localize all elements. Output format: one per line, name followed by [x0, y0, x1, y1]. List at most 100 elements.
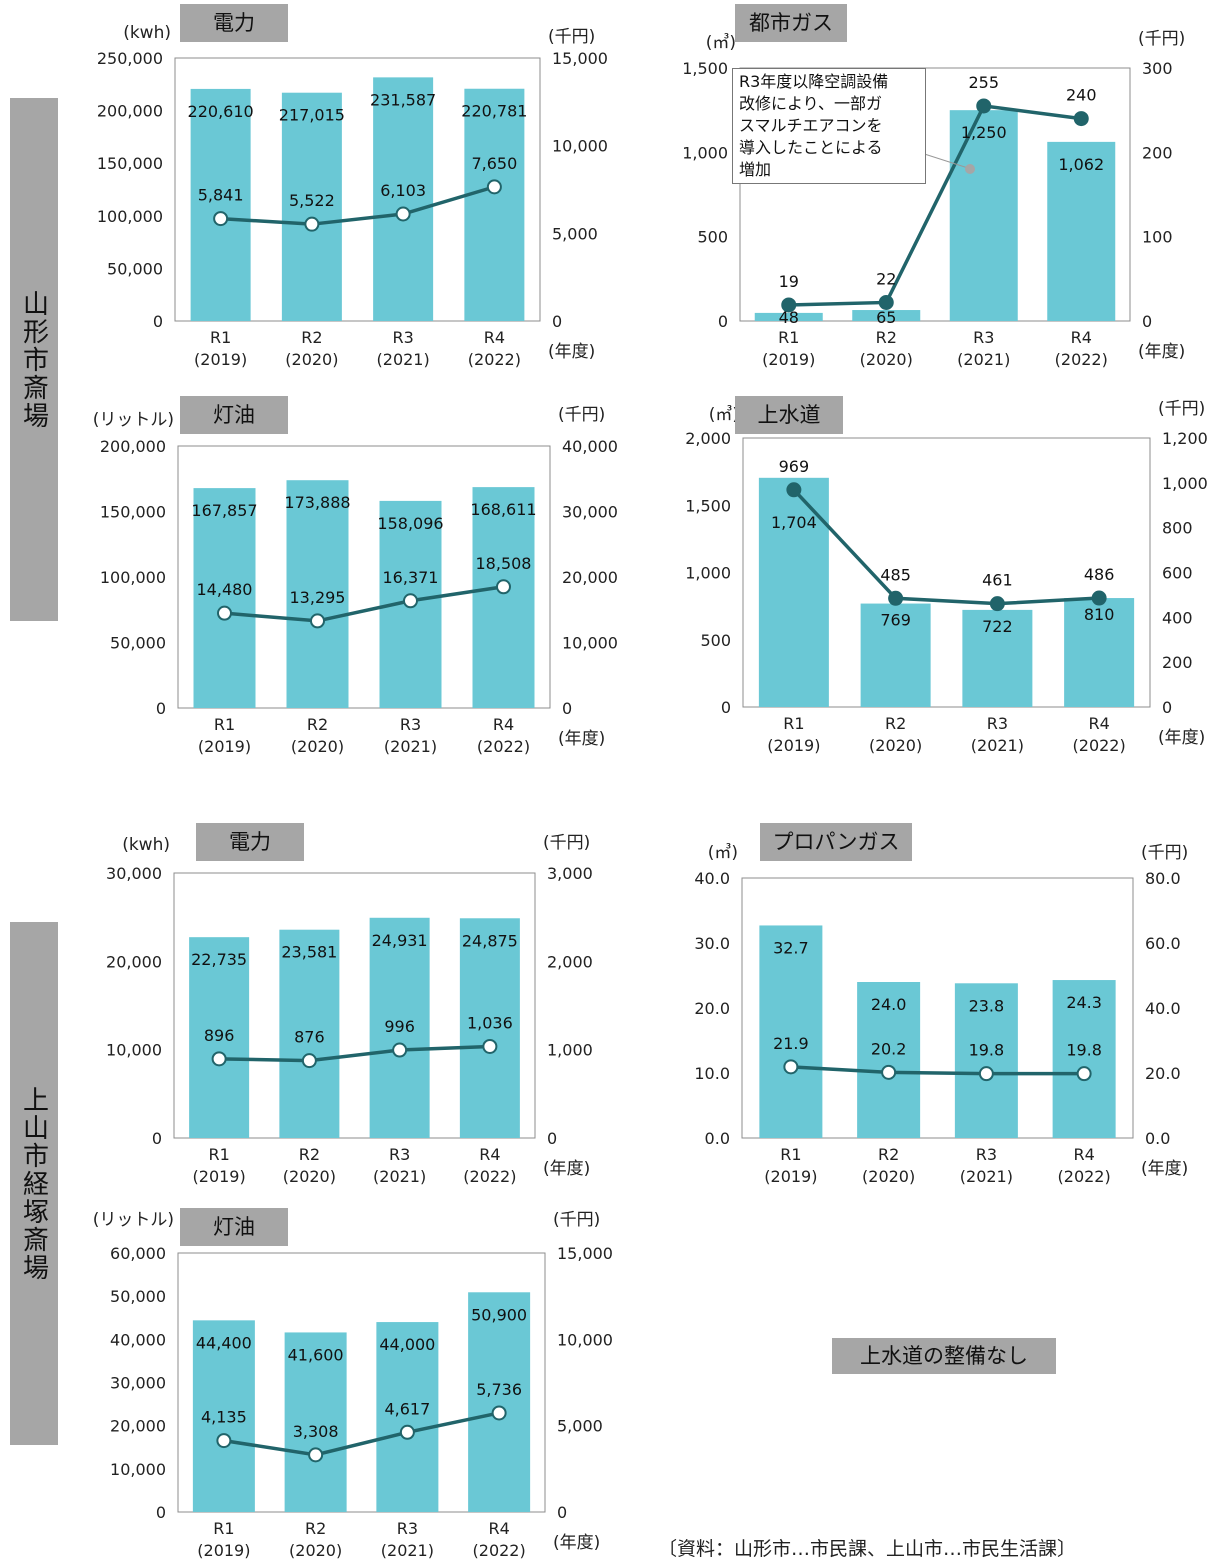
right-tick-label: 0	[1142, 312, 1152, 331]
bar	[279, 929, 340, 1138]
x-tick-year: (2019)	[767, 736, 820, 755]
x-tick-label: R3	[397, 1519, 418, 1538]
line-value-label: 18,508	[476, 554, 532, 573]
x-tick-label: R2	[301, 328, 322, 347]
x-tick-year: (2019)	[194, 350, 247, 369]
bar-value-label: 1,704	[771, 513, 817, 532]
line-point	[781, 297, 797, 313]
bar	[852, 310, 921, 321]
left-axis-unit: (kwh)	[122, 835, 170, 855]
bar	[857, 982, 921, 1138]
series-line	[224, 585, 504, 623]
x-tick-year: (2020)	[869, 736, 922, 755]
chart-kerosene-yamagata: 200,000 150,000 100,000 50,000 0 40,000 30,000…	[70, 390, 630, 770]
right-tick-label: 20.0	[1145, 1064, 1181, 1083]
line-point	[392, 1042, 408, 1058]
line-point	[888, 590, 904, 606]
bar-value-label: 41,600	[288, 1345, 344, 1364]
line-point	[213, 211, 229, 227]
line-point	[482, 1038, 498, 1054]
series-line	[220, 185, 495, 226]
line-point	[491, 1405, 507, 1421]
bar-value-label: 24.0	[871, 995, 907, 1014]
line-value-label: 13,295	[290, 588, 346, 607]
left-tick-label: 20.0	[694, 999, 730, 1018]
x-tick-label: R3	[389, 1145, 410, 1164]
chart-svg: 60,000 50,000 40,000 30,000 20,000 10,000 0 15,…	[93, 1210, 613, 1560]
x-axis-unit: (年度)	[543, 1159, 590, 1179]
series-line	[223, 1411, 500, 1457]
bar	[954, 983, 1018, 1138]
line-point	[881, 1064, 897, 1080]
line-value-label: 22	[876, 269, 896, 288]
right-tick-label: 1,000	[547, 1041, 593, 1060]
bar-value-label: 48	[779, 308, 799, 327]
x-tick-label: R1	[783, 714, 804, 733]
bar-value-label: 32.7	[773, 938, 809, 957]
line-value-label: 20.2	[871, 1039, 907, 1058]
right-tick-label: 5,000	[552, 224, 598, 243]
left-axis-unit: (㎥)	[706, 33, 736, 53]
left-axis-unit: (リットル)	[93, 1210, 174, 1230]
bar-value-label: 810	[1084, 605, 1115, 624]
right-tick-label: 2,000	[547, 952, 593, 971]
x-tick-year: (2022)	[473, 1541, 526, 1560]
x-tick-year: (2021)	[957, 350, 1010, 369]
x-tick-year: (2021)	[377, 350, 430, 369]
left-tick-label: 150,000	[97, 154, 163, 173]
left-tick-label: 40.0	[694, 869, 730, 888]
line-point	[310, 613, 325, 629]
right-axis-unit: (千円)	[553, 1210, 600, 1230]
left-tick-label: 0	[152, 1129, 162, 1148]
x-tick-label: R1	[780, 1145, 801, 1164]
x-axis-unit: (年度)	[548, 342, 595, 362]
bar-value-label: 220,781	[461, 102, 527, 121]
right-tick-label: 1,200	[1162, 429, 1208, 448]
annotation-line: R3年度以降空調設備	[739, 72, 889, 91]
x-tick-label: R1	[210, 328, 231, 347]
right-axis-unit: (千円)	[1141, 843, 1188, 863]
line-value-label: 1,036	[467, 1013, 513, 1032]
chart-title: 電力	[196, 823, 304, 861]
annotation-line: 導入したことによる	[739, 138, 883, 157]
right-tick-label: 30,000	[562, 503, 618, 522]
x-tick-year: (2019)	[198, 737, 251, 756]
right-tick-label: 60.0	[1145, 934, 1181, 953]
line-value-label: 19	[779, 272, 799, 291]
x-tick-year: (2020)	[285, 350, 338, 369]
plot-frame	[173, 872, 536, 1139]
x-tick-year: (2021)	[373, 1167, 426, 1186]
x-tick-year: (2019)	[197, 1541, 250, 1560]
left-tick-label: 0	[721, 698, 731, 717]
x-axis-unit: (年度)	[558, 729, 605, 749]
bar	[1052, 980, 1116, 1138]
left-axis-unit: (㎥)	[709, 405, 739, 425]
x-axis-unit: (年度)	[1141, 1159, 1188, 1179]
left-tick-label: 20,000	[110, 1417, 166, 1436]
left-tick-label: 0	[156, 1503, 166, 1522]
left-tick-label: 50,000	[110, 634, 166, 653]
x-tick-year: (2020)	[862, 1167, 915, 1186]
right-tick-label: 0	[1162, 698, 1172, 717]
bar	[459, 918, 520, 1138]
left-tick-label: 150,000	[100, 503, 166, 522]
chart-propane-kaminoyama: 40.0 30.0 20.0 10.0 0.0 80.0 60.0 40.0 20.0 0.0 (㎥…	[650, 820, 1220, 1200]
x-tick-label: R3	[976, 1145, 997, 1164]
line-point	[304, 216, 320, 232]
facility-label-kaminoyama: 上山市経塚斎場	[10, 922, 58, 1445]
x-tick-year: (2022)	[468, 350, 521, 369]
x-tick-label: R3	[392, 328, 413, 347]
bar-value-label: 24,931	[372, 931, 428, 950]
chart-svg: 1,500 1,000 500 0 300 200 100 0 (㎥) (千円) R1 (2019) R…	[682, 29, 1185, 369]
x-tick-year: (2020)	[291, 737, 344, 756]
right-tick-label: 40,000	[562, 437, 618, 456]
bar	[464, 88, 525, 321]
x-tick-label: R3	[987, 714, 1008, 733]
left-axis-unit: (㎥)	[708, 843, 738, 863]
right-tick-label: 0.0	[1145, 1129, 1170, 1148]
right-tick-label: 0	[562, 699, 572, 718]
chart-svg: 30,000 20,000 10,000 0 3,000 2,000 1,000 0 (kwh)…	[106, 833, 593, 1186]
line-value-label: 485	[880, 565, 911, 584]
facility-name: 山形市斎場	[18, 289, 49, 430]
x-tick-label: R4	[493, 715, 514, 734]
